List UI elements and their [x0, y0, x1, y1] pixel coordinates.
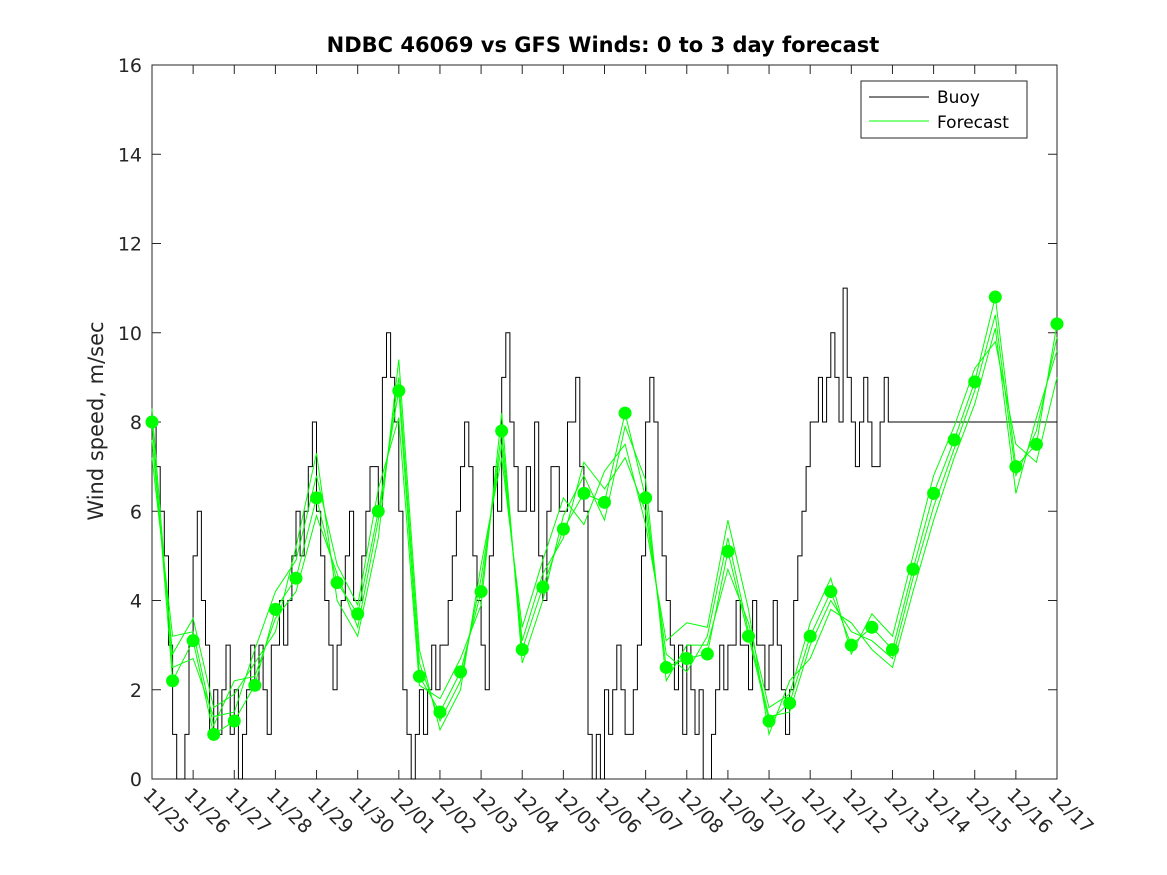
forecast-point: [598, 495, 611, 509]
forecast-point: [556, 522, 570, 536]
forecast-point: [248, 678, 262, 692]
forecast-series-line-3: [151, 340, 1058, 718]
forecast-point: [844, 638, 858, 652]
forecast-series-line-4: [151, 314, 1058, 728]
y-tick-label: 0: [130, 769, 142, 791]
forecast-point: [783, 696, 797, 710]
forecast-point: [515, 643, 529, 657]
forecast-point: [659, 660, 673, 674]
forecast-point: [618, 406, 632, 420]
y-tick-label: 16: [118, 55, 142, 77]
forecast-point: [803, 629, 817, 643]
forecast-point: [968, 375, 982, 389]
forecast-point: [351, 607, 365, 621]
forecast-point: [762, 714, 776, 728]
forecast-point: [1029, 437, 1043, 451]
y-tick-label: 10: [118, 323, 142, 345]
y-tick-label: 2: [130, 680, 142, 702]
y-tick-label: 4: [130, 591, 142, 613]
forecast-point: [186, 634, 200, 648]
legend-forecast-label: Forecast: [937, 113, 1009, 133]
forecast-point: [927, 486, 941, 500]
y-tick-label: 14: [118, 144, 142, 166]
forecast-point: [412, 669, 426, 683]
forecast-point: [1050, 317, 1064, 331]
forecast-point: [454, 665, 468, 679]
y-tick-label: 8: [130, 412, 142, 434]
forecast-point: [721, 544, 735, 558]
legend-buoy-label: Buoy: [937, 88, 980, 108]
forecast-point: [474, 585, 488, 599]
buoy-series-line: [152, 287, 1057, 780]
forecast-point: [906, 562, 920, 576]
forecast-point: [371, 504, 385, 518]
forecast-point: [885, 643, 899, 657]
forecast-point: [680, 652, 694, 666]
forecast-point: [310, 491, 324, 505]
forecast-point: [166, 674, 180, 688]
forecast-point: [741, 629, 755, 643]
forecast-point: [988, 290, 1002, 304]
forecast-series-line-2: [151, 328, 1058, 737]
forecast-point: [824, 585, 838, 599]
legend: Buoy Forecast: [860, 80, 1028, 139]
forecast-point: [495, 424, 509, 438]
forecast-point: [536, 580, 550, 594]
forecast-point: [227, 714, 241, 728]
forecast-point: [865, 620, 879, 634]
legend-box: [860, 80, 1028, 139]
forecast-point: [289, 571, 303, 585]
forecast-point: [145, 415, 159, 429]
chart-title: NDBC 46069 vs GFS Winds: 0 to 3 day fore…: [327, 33, 880, 57]
y-tick-label: 12: [118, 234, 142, 256]
forecast-point: [330, 576, 344, 590]
y-axis-label: Wind speed, m/sec: [84, 321, 108, 520]
forecast-point: [700, 647, 714, 661]
forecast-point: [433, 705, 447, 719]
forecast-point: [1009, 460, 1023, 474]
forecast-point: [392, 384, 406, 398]
forecast-point: [577, 486, 591, 500]
forecast-point: [639, 491, 653, 505]
forecast-point: [947, 433, 961, 447]
forecast-point: [207, 727, 221, 741]
forecast-point: [268, 602, 282, 616]
y-tick-label: 6: [130, 501, 142, 523]
